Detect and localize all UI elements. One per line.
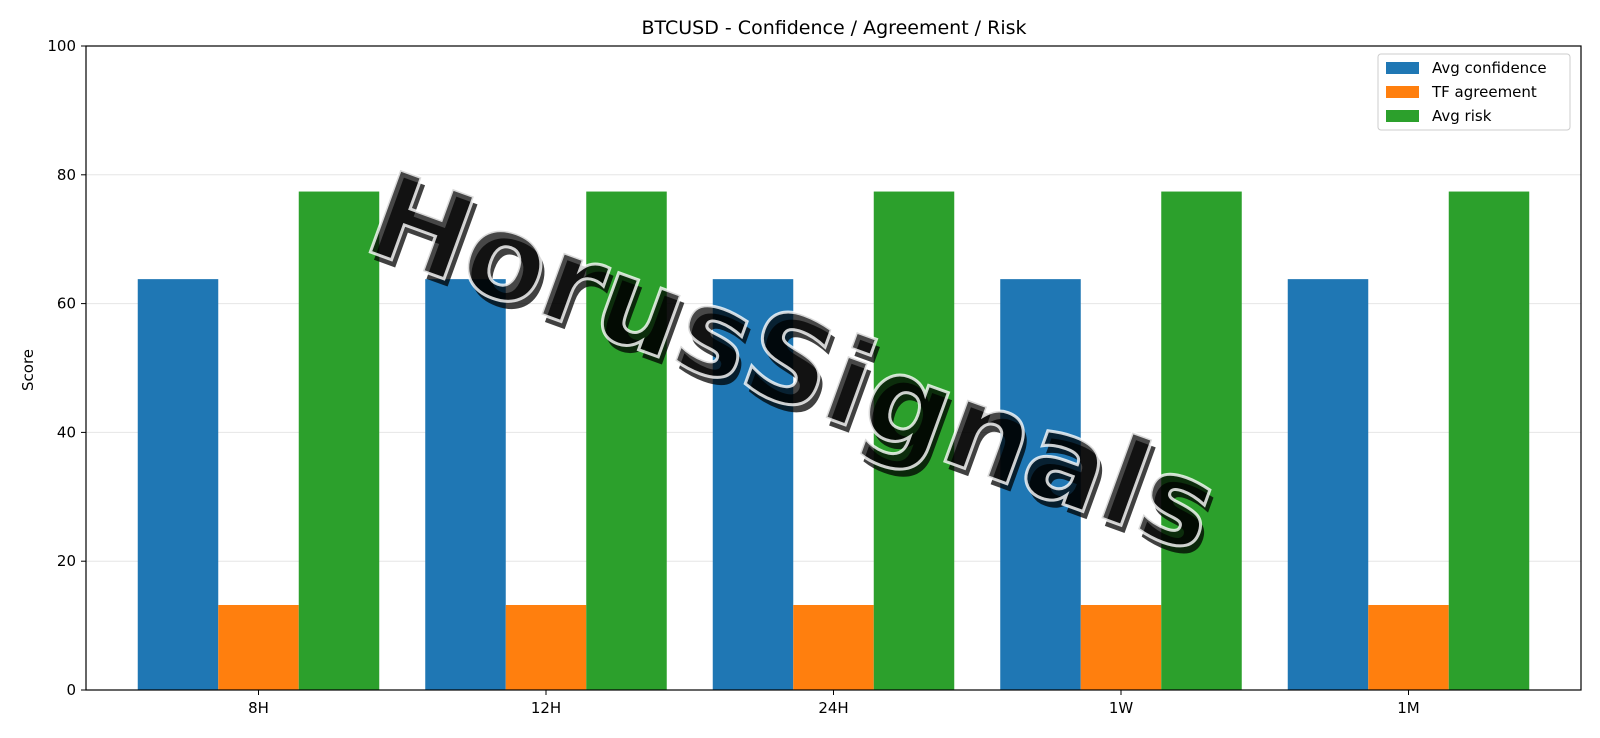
chart-title: BTCUSD - Confidence / Agreement / Risk (641, 17, 1026, 39)
y-tick-label: 60 (57, 295, 76, 313)
bar (793, 604, 874, 690)
legend-label: Avg confidence (1432, 59, 1547, 77)
legend-swatch (1386, 62, 1419, 74)
y-tick-label: 80 (57, 166, 76, 184)
bar (1287, 279, 1369, 690)
bars (137, 191, 1530, 690)
bar (1161, 191, 1242, 690)
bar (1000, 279, 1081, 690)
legend-box (1377, 53, 1571, 131)
bar (712, 279, 794, 690)
x-tick-label: 8H (248, 699, 269, 717)
bar (586, 191, 667, 690)
bar (1448, 191, 1530, 690)
bar (505, 604, 587, 690)
x-tick-label: 12H (531, 699, 561, 717)
series-avg-confidence (137, 279, 1369, 690)
bar (218, 604, 299, 690)
bar (873, 191, 955, 690)
bar (1080, 604, 1162, 690)
bar (1368, 604, 1449, 690)
x-tick-label: 24H (818, 699, 848, 717)
y-tick-label: 40 (57, 423, 76, 441)
legend-swatch (1386, 110, 1419, 122)
bar (425, 279, 506, 690)
axes: 0 20 40 60 80 100 8H 12H 24H 1W 1M (47, 37, 1582, 717)
legend-label: TF agreement (1431, 83, 1537, 101)
y-axis-label: Score (19, 349, 37, 391)
bar (137, 279, 219, 690)
plot-frame (85, 45, 1582, 691)
x-tick-label: 1W (1109, 699, 1134, 717)
legend-swatch (1386, 86, 1419, 98)
y-tick-label: 100 (47, 37, 76, 55)
legend-label: Avg risk (1432, 107, 1492, 125)
series-tf-agreement (218, 604, 1449, 690)
y-tick-label: 20 (57, 552, 76, 570)
series-avg-risk (298, 191, 1530, 690)
y-tick-label: 0 (66, 681, 76, 699)
x-tick-label: 1M (1397, 699, 1420, 717)
legend: Avg confidence TF agreement Avg risk (1377, 53, 1571, 131)
bar (298, 191, 380, 690)
